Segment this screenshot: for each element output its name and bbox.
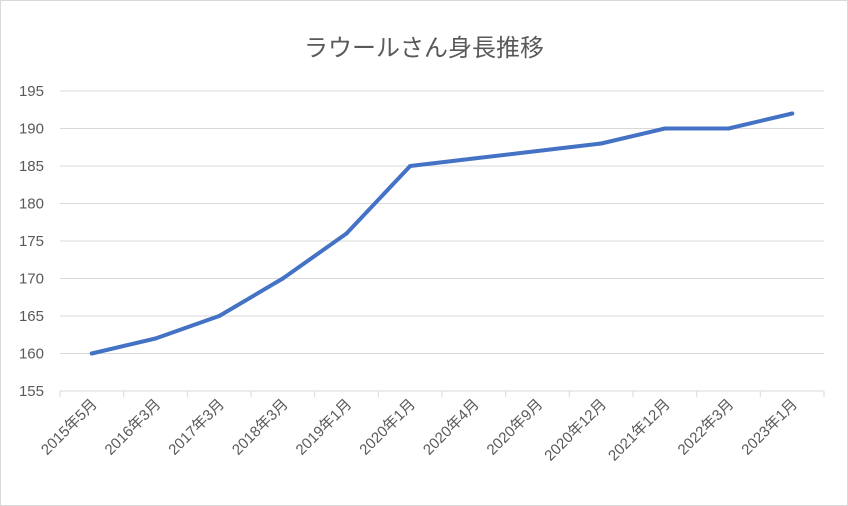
x-tick-label: 2015年5月	[38, 396, 101, 459]
series-group	[89, 111, 795, 356]
x-tick-label: 2018年3月	[229, 396, 292, 459]
data-point	[790, 111, 795, 116]
data-point	[535, 149, 540, 153]
y-tick-label: 170	[19, 271, 44, 288]
gridlines	[60, 90, 824, 354]
x-tick-label: 2020年12月	[541, 396, 610, 465]
x-tick-label: 2021年12月	[605, 396, 674, 465]
x-tick-label: 2023年1月	[738, 396, 801, 459]
data-point	[89, 351, 94, 356]
y-tick-label: 160	[19, 346, 44, 363]
x-tick-label: 2016年3月	[102, 396, 165, 459]
y-tick-label: 175	[19, 233, 44, 250]
x-tick-label: 2020年1月	[356, 396, 419, 459]
data-point	[662, 126, 667, 131]
data-point	[599, 141, 604, 146]
data-point	[471, 156, 476, 161]
x-axis-ticks: 2015年5月 2016年3月 2017年3月 2018年3月 2019年1月 2020年…	[38, 396, 801, 465]
y-tick-label: 155	[19, 383, 44, 400]
data-point	[344, 231, 349, 236]
chart-title: ラウールさん身長推移	[304, 34, 544, 62]
x-tick-label: 2017年3月	[165, 396, 228, 459]
x-tick-label: 2020年4月	[420, 396, 483, 459]
x-tick-label: 2019年1月	[293, 396, 356, 459]
data-point	[726, 126, 731, 131]
x-tick-label: 2022年3月	[675, 396, 738, 459]
y-tick-label: 180	[19, 196, 44, 213]
y-tick-label: 185	[19, 158, 44, 175]
series-line	[89, 111, 795, 356]
x-axis	[59, 390, 825, 397]
x-tick-label: 2020年9月	[484, 396, 547, 459]
data-point	[153, 336, 158, 341]
y-tick-label: 195	[19, 83, 44, 100]
y-tick-label: 190	[19, 121, 44, 138]
y-axis-ticks: 155 160 165 170 175 180 185 190 195	[19, 83, 44, 400]
data-point	[217, 314, 222, 318]
data-point	[408, 164, 413, 168]
data-point	[280, 276, 285, 281]
y-tick-label: 165	[19, 308, 44, 325]
